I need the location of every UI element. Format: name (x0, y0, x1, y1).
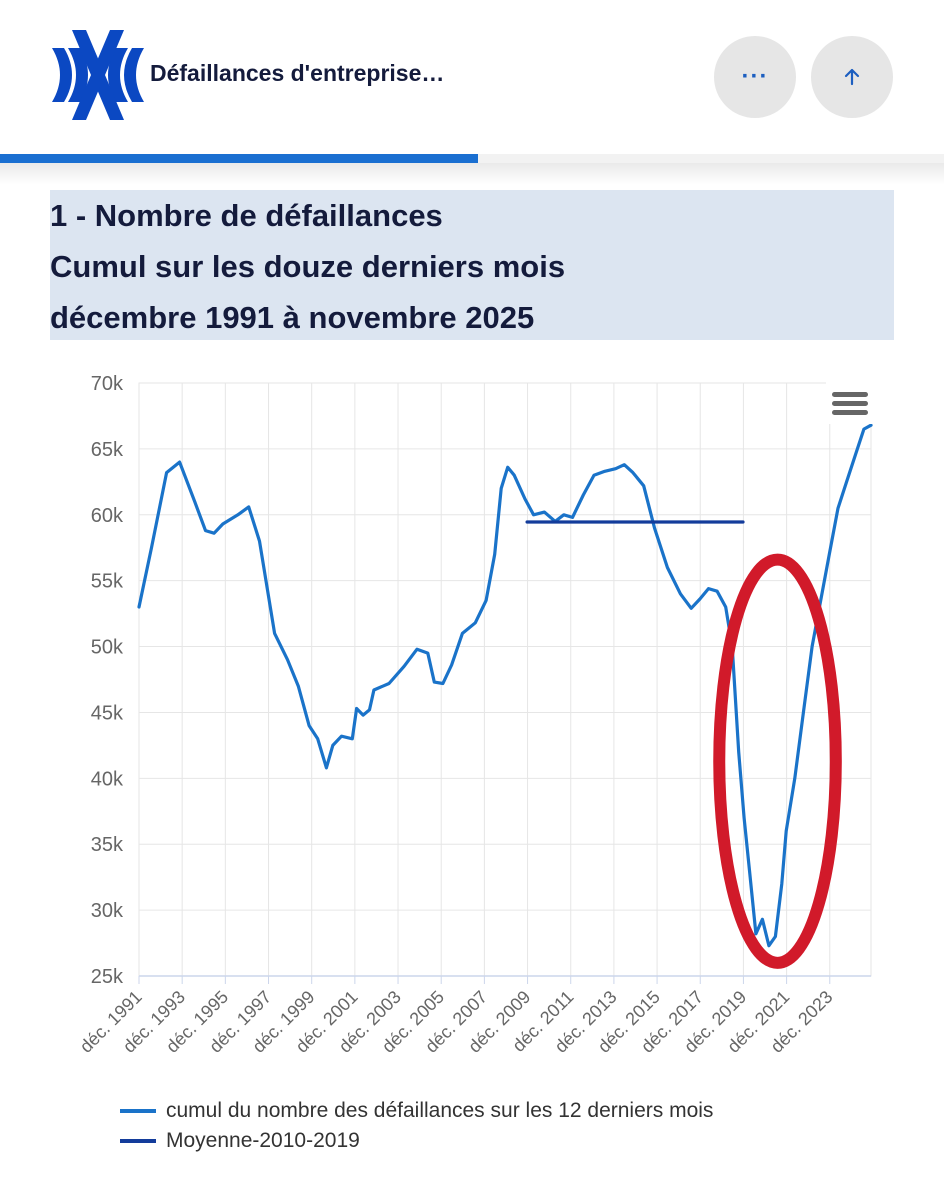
y-tick-label: 35k (91, 834, 124, 856)
chart-area: 25k 30k 35k 40k 45k 50k 55k 60k 65k 70k déc. 1991 d… (0, 360, 944, 1200)
legend-swatch-mean (120, 1139, 156, 1143)
scroll-top-button[interactable] (811, 36, 893, 118)
hamburger-icon (832, 392, 868, 415)
y-tick-label: 40k (91, 768, 124, 790)
y-tick-label: 50k (91, 637, 124, 659)
y-tick-label: 30k (91, 900, 124, 922)
y-tick-label: 25k (91, 966, 124, 988)
legend-label-mean: Moyenne-2010-2019 (166, 1129, 360, 1152)
more-options-button[interactable]: ··· (714, 36, 796, 118)
legend-item-mean[interactable]: Moyenne-2010-2019 (120, 1126, 713, 1156)
y-tick-label: 45k (91, 702, 124, 724)
y-tick-label: 60k (91, 505, 124, 527)
y-tick-label: 65k (91, 439, 124, 461)
chart-legend: cumul du nombre des défaillances sur les… (120, 1096, 713, 1156)
reading-progress-bar (0, 154, 478, 163)
chart-title-line-2: Cumul sur les douze derniers mois (50, 249, 566, 284)
chart-title-line-3: décembre 1991 à novembre 2025 (50, 300, 535, 335)
arrow-up-icon (844, 68, 860, 86)
brand-logo (52, 30, 144, 120)
chart-title-box: 1 - Nombre de défaillances Cumul sur les… (50, 190, 894, 340)
legend-item-main[interactable]: cumul du nombre des défaillances sur les… (120, 1096, 713, 1126)
y-tick-label: 70k (91, 373, 124, 395)
app-header: Défaillances d'entreprise… ··· (0, 0, 944, 158)
series-line-main (137, 423, 873, 948)
y-tick-label: 55k (91, 571, 124, 593)
annotation-ellipse (713, 553, 842, 969)
more-icon: ··· (741, 63, 769, 90)
app-title: Défaillances d'entreprise… (150, 60, 445, 86)
chart-title-line-1: 1 - Nombre de défaillances (50, 198, 443, 233)
chart-menu-button[interactable] (826, 380, 874, 424)
header-shadow (0, 163, 944, 185)
legend-swatch-main (120, 1109, 156, 1113)
legend-label-main: cumul du nombre des défaillances sur les… (166, 1099, 714, 1122)
